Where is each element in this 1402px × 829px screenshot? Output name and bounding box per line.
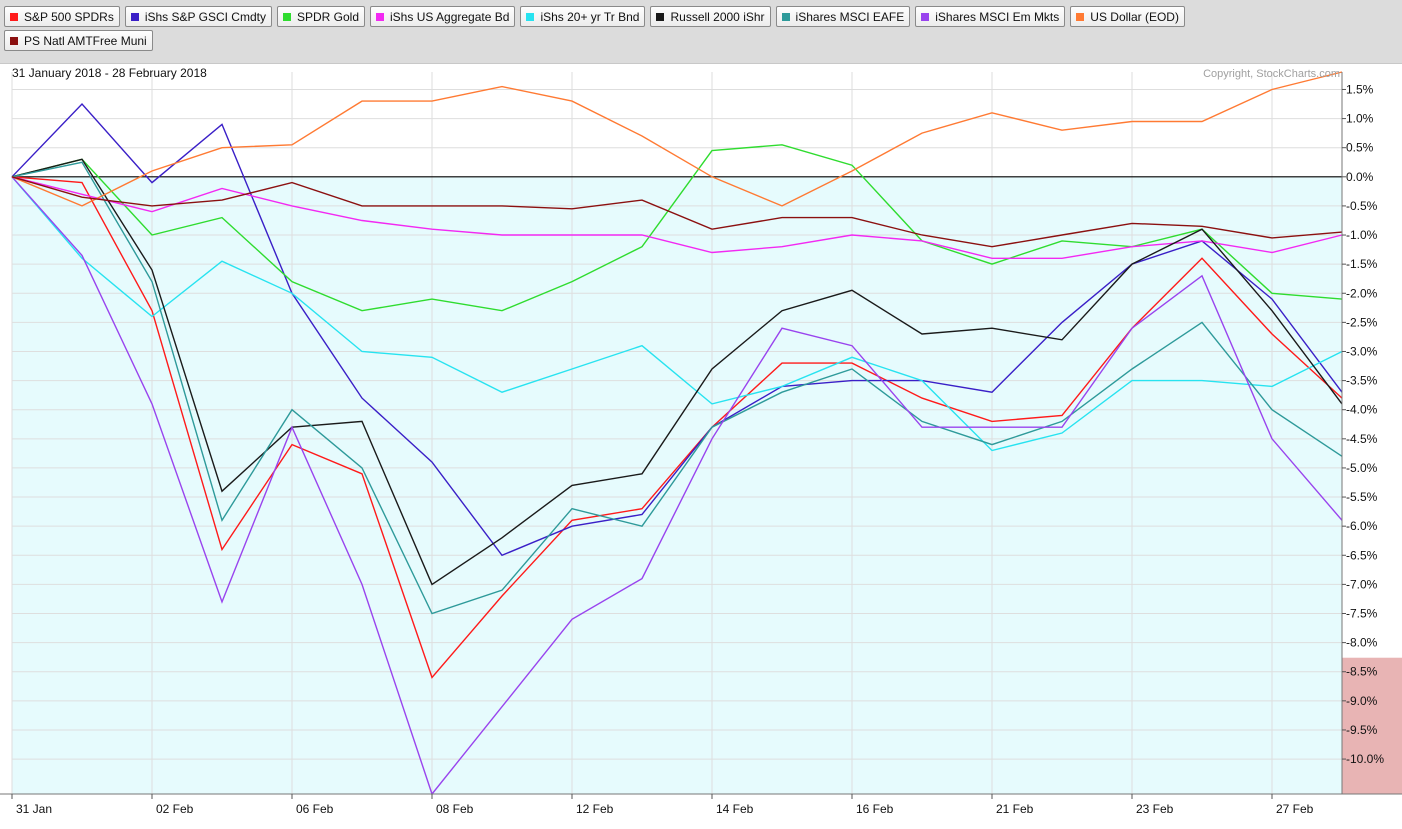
plot-background-negative xyxy=(12,176,1342,794)
y-tick-label: -9.5% xyxy=(1346,723,1378,737)
legend-swatch-icon xyxy=(376,12,385,21)
legend-label: US Dollar (EOD) xyxy=(1090,9,1179,24)
series-layer xyxy=(11,71,1343,796)
legend-row: S&P 500 SPDRs iShs S&P GSCI Cmdty SPDR Gol… xyxy=(4,6,1402,30)
legend-swatch-icon xyxy=(1076,12,1085,21)
x-tick-label: 21 Feb xyxy=(996,802,1034,816)
x-axis: 31 Jan 02 Feb 06 Feb 08 Feb 12 Feb 14 Feb 16 F… xyxy=(11,794,1314,816)
grid xyxy=(11,72,1342,794)
series-line-3 xyxy=(11,144,1343,312)
y-tick-label: -6.5% xyxy=(1346,548,1378,562)
legend-item[interactable]: PS Natl AMTFree Muni xyxy=(4,30,153,51)
legend-swatch-icon xyxy=(130,12,139,21)
legend-item[interactable]: Russell 2000 iShr xyxy=(650,6,771,27)
legend-item[interactable]: iShs S&P GSCI Cmdty xyxy=(124,6,272,27)
series-line-10 xyxy=(11,176,1343,248)
x-tick-label: 27 Feb xyxy=(1276,802,1314,816)
y-tick-label: -5.0% xyxy=(1346,461,1378,475)
x-tick-label: 08 Feb xyxy=(436,802,474,816)
legend-swatch-icon xyxy=(781,12,790,21)
x-tick-label: 14 Feb xyxy=(716,802,754,816)
legend-swatch-icon xyxy=(656,12,665,21)
legend-label: S&P 500 SPDRs xyxy=(24,9,114,24)
series-line-6 xyxy=(11,158,1343,586)
series-line-2 xyxy=(11,102,1343,557)
series-line-8 xyxy=(11,176,1343,796)
series-line-7 xyxy=(11,161,1343,615)
legend-swatch-icon xyxy=(921,12,930,21)
legend-item[interactable]: S&P 500 SPDRs xyxy=(4,6,120,27)
date-range-label: 31 January 2018 - 28 February 2018 xyxy=(12,66,207,80)
x-tick-label: 02 Feb xyxy=(156,802,194,816)
y-tick-label: -10.0% xyxy=(1346,752,1384,766)
y-tick-label: 1.5% xyxy=(1346,82,1374,96)
y-tick-label: -9.0% xyxy=(1346,694,1378,708)
legend-item[interactable]: US Dollar (EOD) xyxy=(1070,6,1185,27)
legend-label: iShs US Aggregate Bd xyxy=(390,9,510,24)
y-tick-label: -4.0% xyxy=(1346,403,1378,417)
y-tick-label: -6.0% xyxy=(1346,519,1378,533)
x-tick-label: 31 Jan xyxy=(16,802,52,816)
y-axis-highlight xyxy=(1342,657,1402,794)
y-tick-label: -7.5% xyxy=(1346,607,1378,621)
y-tick-label: -1.5% xyxy=(1346,257,1378,271)
y-tick-label: -2.0% xyxy=(1346,286,1378,300)
series-line-1 xyxy=(11,176,1343,679)
y-axis: 1.5% 1.0% 0.5% 0.0% -0.5% -1.0% -1.5% -2.0% -2.5… xyxy=(1342,82,1384,766)
legend-item[interactable]: iShares MSCI Em Mkts xyxy=(915,6,1066,27)
legend-item[interactable]: iShs 20+ yr Tr Bnd xyxy=(520,6,646,27)
y-tick-label: 0.0% xyxy=(1346,170,1374,184)
legend-label: iShs 20+ yr Tr Bnd xyxy=(540,9,640,24)
plot-background-positive xyxy=(12,72,1342,177)
legend-label: SPDR Gold xyxy=(296,9,360,24)
series-line-4 xyxy=(11,176,1343,260)
legend-label: iShares MSCI Em Mkts xyxy=(935,9,1060,24)
legend-item[interactable]: SPDR Gold xyxy=(276,6,366,27)
y-tick-label: -3.0% xyxy=(1346,344,1378,358)
legend-swatch-icon xyxy=(526,12,535,21)
legend-row: PS Natl AMTFree Muni xyxy=(4,30,1402,54)
series-line-9 xyxy=(11,71,1343,207)
y-tick-label: 1.0% xyxy=(1346,112,1374,126)
x-tick-label: 16 Feb xyxy=(856,802,894,816)
y-tick-label: -3.5% xyxy=(1346,374,1378,388)
series-line-5 xyxy=(11,176,1343,452)
y-tick-label: -8.5% xyxy=(1346,665,1378,679)
legend-label: Russell 2000 iShr xyxy=(670,9,765,24)
x-tick-label: 23 Feb xyxy=(1136,802,1174,816)
legend-label: iShares MSCI EAFE xyxy=(795,9,905,24)
y-tick-label: -2.5% xyxy=(1346,315,1378,329)
y-tick-label: -7.0% xyxy=(1346,577,1378,591)
legend-bar: S&P 500 SPDRs iShs S&P GSCI Cmdty SPDR Gol… xyxy=(0,0,1402,64)
legend-swatch-icon xyxy=(10,12,18,21)
chart: 1.5% 1.0% 0.5% 0.0% -0.5% -1.0% -1.5% -2.0% -2.5… xyxy=(0,66,1402,816)
legend-label: iShs S&P GSCI Cmdty xyxy=(144,9,266,24)
y-tick-label: -4.5% xyxy=(1346,432,1378,446)
y-tick-label: 0.5% xyxy=(1346,141,1374,155)
y-tick-label: -5.5% xyxy=(1346,490,1378,504)
legend-swatch-icon xyxy=(282,12,291,21)
copyright-label: Copyright, StockCharts.com xyxy=(1203,68,1340,80)
y-tick-label: -0.5% xyxy=(1346,199,1378,213)
legend-label: PS Natl AMTFree Muni xyxy=(24,33,147,48)
y-tick-label: -1.0% xyxy=(1346,228,1378,242)
x-tick-label: 12 Feb xyxy=(576,802,614,816)
x-tick-label: 06 Feb xyxy=(296,802,334,816)
legend-item[interactable]: iShs US Aggregate Bd xyxy=(370,6,516,27)
legend-item[interactable]: iShares MSCI EAFE xyxy=(775,6,911,27)
legend-swatch-icon xyxy=(10,36,18,45)
y-tick-label: -8.0% xyxy=(1346,636,1378,650)
